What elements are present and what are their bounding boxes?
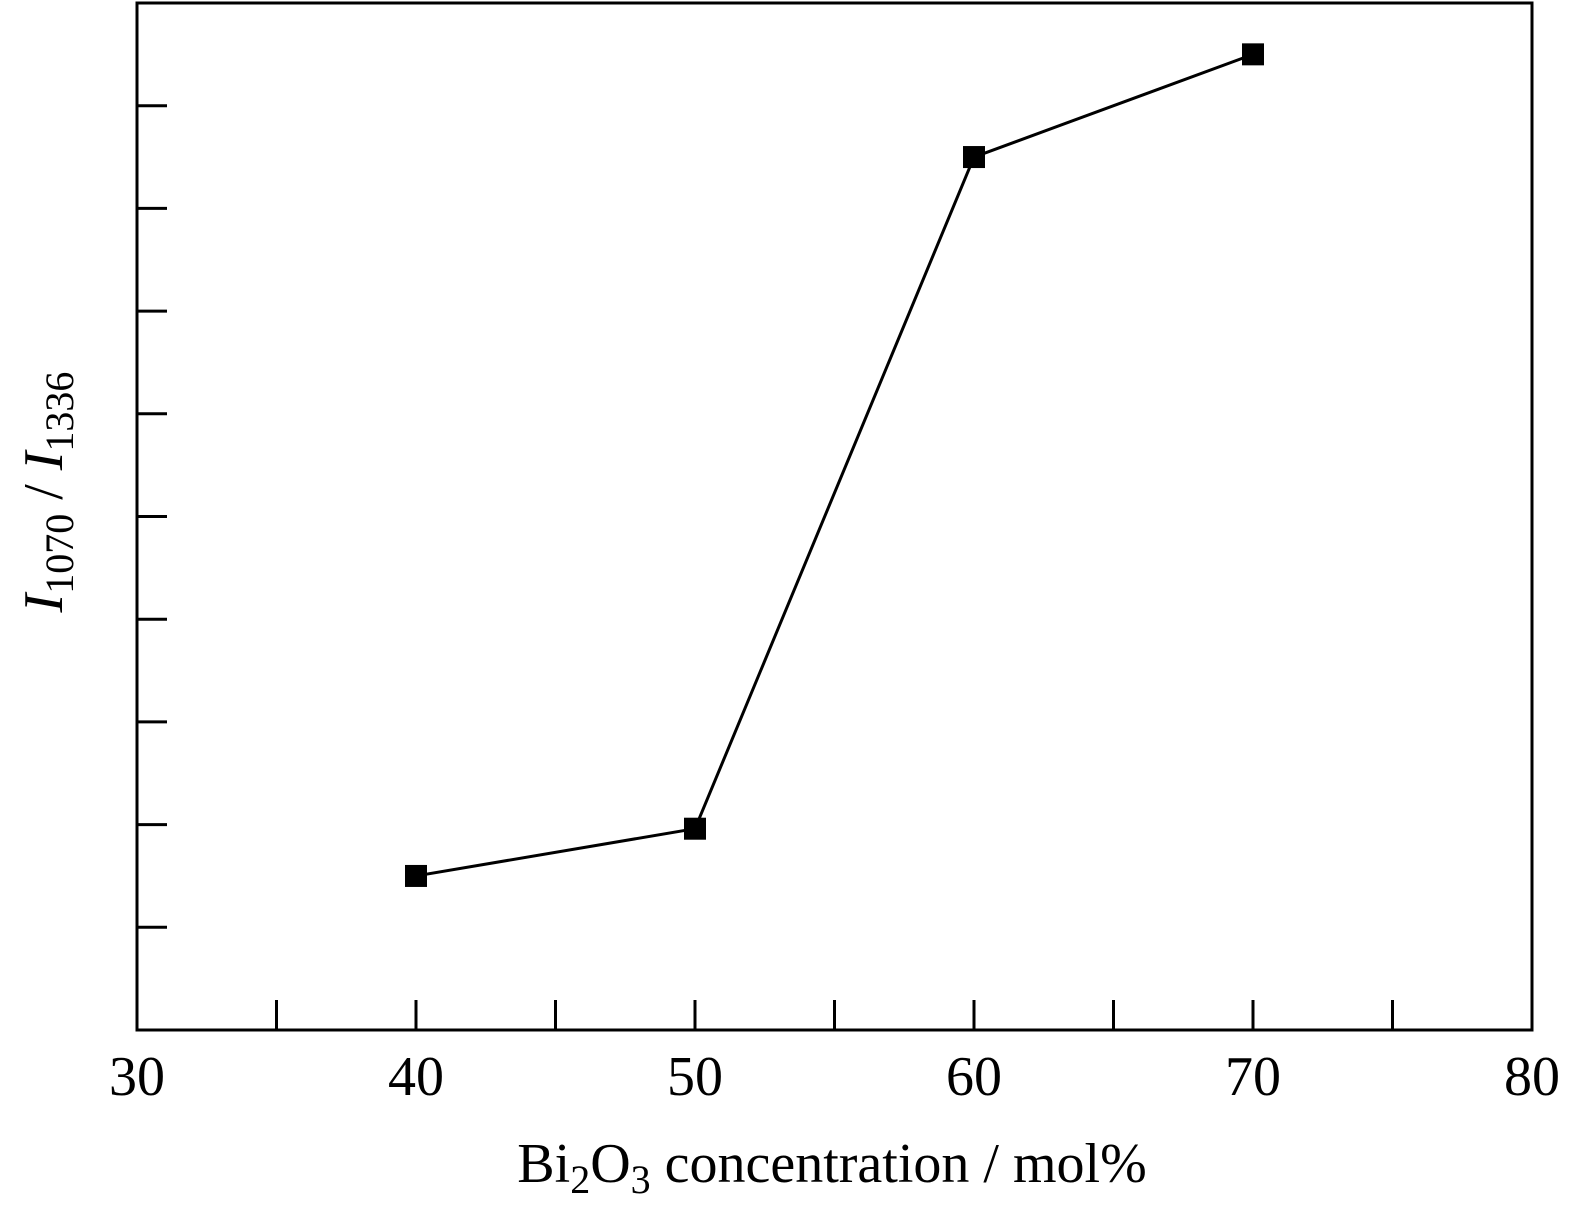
x-axis-label: Bi2O3 concentration / mol% (517, 1133, 1146, 1202)
axis-ticks (137, 104, 1394, 1030)
data-point-40 (405, 864, 427, 887)
x-tick-label-60: 60 (946, 1046, 1002, 1108)
plot-frame (135, 1, 1534, 1032)
data-series (405, 43, 1264, 887)
data-point-70 (1242, 43, 1264, 66)
x-tick-label-50: 50 (667, 1046, 723, 1108)
tick-labels: 30 40 50 60 70 80 (109, 1046, 1560, 1108)
data-point-50 (684, 817, 706, 840)
x-tick-label-30: 30 (109, 1046, 165, 1108)
x-tick-label-40: 40 (388, 1046, 444, 1108)
x-tick-label-80: 80 (1504, 1046, 1560, 1108)
series-line-0 (415, 52, 1254, 878)
y-axis-label: I1070 / I1336 (13, 372, 82, 614)
data-point-60 (963, 146, 985, 169)
x-tick-label-70: 70 (1225, 1046, 1281, 1108)
